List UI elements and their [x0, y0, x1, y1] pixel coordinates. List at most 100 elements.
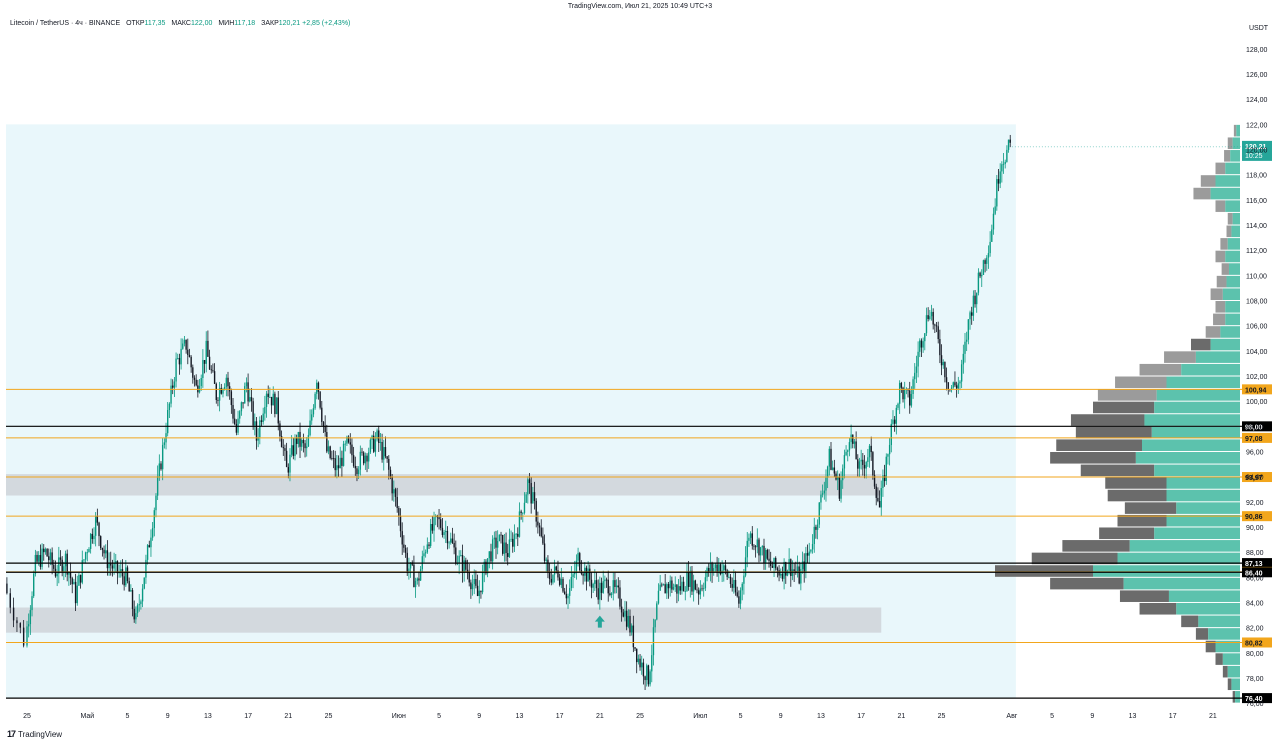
volume-bar-down: [1117, 514, 1167, 527]
candle-body: [927, 315, 929, 320]
candle-body: [389, 469, 392, 478]
level-label: 87,13: [1245, 561, 1263, 568]
candle-body: [255, 421, 258, 441]
candle-body: [689, 570, 691, 587]
candle-body: [878, 501, 881, 508]
candle-body: [404, 547, 407, 553]
candle-body: [376, 430, 378, 440]
candle-body: [378, 430, 380, 443]
candle-body: [920, 340, 923, 348]
candle-body: [290, 445, 293, 455]
candle-body: [424, 552, 427, 554]
candle-body: [244, 386, 246, 404]
candle-body: [123, 576, 125, 586]
candle-body: [210, 369, 212, 371]
candle-body: [379, 441, 382, 443]
candle-body: [84, 552, 87, 560]
brand-name[interactable]: TradingView: [18, 729, 63, 739]
volume-bar-down: [1220, 238, 1228, 250]
candle-body: [930, 311, 933, 317]
time-tick-label: 5: [739, 713, 743, 720]
time-tick-label: 21: [284, 713, 292, 720]
price-tick-label: 76,00: [1246, 701, 1264, 708]
price-tick-label: 102,00: [1246, 374, 1268, 381]
time-tick-label: 17: [556, 713, 564, 720]
volume-bar-down: [1215, 301, 1226, 313]
candle-body: [605, 579, 608, 581]
candle-body: [279, 423, 281, 437]
candle-body: [718, 564, 720, 573]
candle-body: [682, 581, 685, 592]
price-tick-label: 88,00: [1246, 550, 1264, 557]
candle-body: [687, 572, 690, 587]
candle-body: [545, 559, 547, 561]
candle-body: [334, 458, 336, 471]
candle-body: [384, 447, 387, 457]
candle-body: [699, 588, 702, 595]
candle-body: [674, 584, 676, 587]
candle-body: [912, 379, 914, 395]
candle-body: [979, 272, 981, 277]
time-tick-label: 17: [244, 713, 252, 720]
price-tick-label: 100,00: [1246, 399, 1268, 406]
candle-body: [749, 533, 752, 538]
candle-body: [981, 274, 983, 277]
candle-body: [213, 371, 216, 384]
volume-bar-down: [1233, 124, 1237, 137]
candle-body: [651, 655, 653, 672]
candle-body: [388, 458, 390, 470]
candle-body: [971, 312, 973, 316]
candle-body: [71, 578, 73, 585]
candle-body: [43, 548, 45, 553]
close-label: ЗАКР: [261, 20, 279, 27]
candle-body: [569, 588, 571, 596]
candle-body: [357, 469, 360, 475]
candle-body: [68, 572, 70, 575]
candle-body: [595, 580, 598, 589]
candle-body: [83, 559, 85, 561]
volume-bar-down: [1205, 326, 1221, 338]
candle-body: [664, 584, 666, 594]
candle-body: [295, 438, 298, 444]
time-axis-layer: 25 Май 5 9 13 17 21 25 Июн 5 9 13 17 21 25 Июл 5 9 13 17 21 2…: [23, 712, 1217, 720]
volume-bar-up: [1166, 514, 1240, 527]
candle-body: [976, 292, 978, 305]
volume-bar-down: [1224, 150, 1231, 162]
candle-body: [838, 477, 841, 499]
volume-bar-up: [1166, 477, 1240, 489]
candle-body: [190, 356, 192, 368]
candle-body: [316, 382, 318, 394]
price-tick-label: 84,00: [1246, 600, 1264, 607]
candle-body: [873, 475, 876, 487]
candle-body: [56, 573, 58, 577]
candle-body: [16, 620, 18, 624]
candle-body: [806, 553, 809, 556]
level-tag: [1242, 472, 1272, 483]
candle-body: [615, 585, 618, 587]
candle-body: [470, 582, 472, 590]
volume-bar-down: [1221, 263, 1229, 275]
candle-body: [373, 435, 375, 452]
symbol-title[interactable]: Litecoin / TetherUS · 4ч · BINANCE: [10, 20, 121, 27]
candle-body: [709, 563, 712, 573]
time-tick-label: 21: [897, 713, 905, 720]
candle-body: [587, 568, 589, 582]
candle-body: [234, 418, 236, 424]
candle-body: [94, 515, 97, 536]
candle-body: [145, 559, 147, 578]
level-label: 98,00: [1245, 424, 1263, 431]
volume-bar-down: [1227, 212, 1233, 225]
price-tick-label: 128,00: [1246, 47, 1268, 54]
volume-bar-up: [1198, 615, 1240, 628]
time-tick-label: 13: [204, 713, 212, 720]
candle-body: [193, 377, 196, 380]
candle-body: [408, 568, 410, 572]
candle-body: [485, 561, 487, 574]
candle-body: [954, 382, 956, 386]
candle-body: [429, 524, 432, 546]
low-value: 117,18: [234, 20, 256, 27]
candle-body: [287, 467, 289, 473]
candle-body: [518, 511, 521, 537]
time-tick-label: 5: [1050, 713, 1054, 720]
